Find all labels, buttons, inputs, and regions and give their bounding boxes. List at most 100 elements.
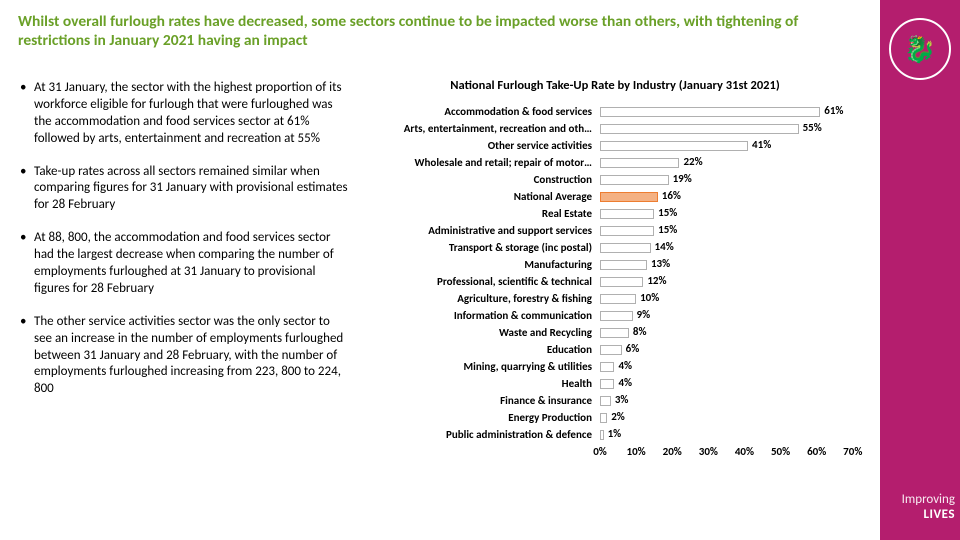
bar [600,277,643,287]
value-label: 41% [752,138,771,151]
bar-wrap: 1% [600,429,870,441]
value-label: 61% [824,104,843,117]
value-label: 4% [618,376,632,389]
value-label: 12% [647,274,666,287]
brand-text: Improving LIVES [885,493,955,522]
value-label: 15% [658,206,677,219]
chart-rows: Accommodation & food services 61% Arts, en… [360,103,870,443]
logo-circle: 🐉 [889,18,951,80]
bar [600,107,820,117]
category-label: Professional, scientific & technical [360,275,600,288]
category-label: National Average [360,190,600,203]
category-label: Information & communication [360,309,600,322]
brand-line1: Improving [885,493,955,507]
bar [600,175,669,185]
chart-row: Transport & storage (inc postal) 14% [360,239,870,256]
bullet-item: At 88, 800, the accommodation and food s… [20,230,350,298]
bar-wrap: 41% [600,140,870,152]
page-title: Whilst overall furlough rates have decre… [18,12,858,51]
axis-tick: 0% [593,445,607,458]
bar [600,294,636,304]
category-label: Health [360,377,600,390]
category-label: Energy Production [360,411,600,424]
chart-row: Mining, quarrying & utilities4% [360,358,870,375]
chart-row: Manufacturing13% [360,256,870,273]
axis-tick: 10% [627,445,646,458]
bar [600,328,629,338]
bar [600,192,658,202]
axis-tick: 50% [771,445,790,458]
bullet-item: Take-up rates across all sectors remaine… [20,164,350,215]
chart-row: National Average 16% [360,188,870,205]
chart-row: Real Estate 15% [360,205,870,222]
bar [600,345,622,355]
chart-title: National Furlough Take-Up Rate by Indust… [360,78,870,93]
axis-tick: 70% [843,445,862,458]
bullet-list: At 31 January, the sector with the highe… [20,80,350,414]
value-label: 14% [655,240,674,253]
category-label: Mining, quarrying & utilities [360,360,600,373]
category-label: Finance & insurance [360,394,600,407]
category-label: Transport & storage (inc postal) [360,241,600,254]
bar [600,379,614,389]
bar-wrap: 55% [600,123,870,135]
category-label: Other service activities [360,139,600,152]
value-label: 1% [608,427,622,440]
bar-wrap: 6% [600,344,870,356]
chart-row: Accommodation & food services 61% [360,103,870,120]
bar [600,141,748,151]
slide: { "title": "Whilst overall furlough rate… [0,0,960,540]
axis-tick: 40% [735,445,754,458]
bar-wrap: 8% [600,327,870,339]
chart-row: Agriculture, forestry & fishing 10% [360,290,870,307]
chart-row: Other service activities 41% [360,137,870,154]
category-label: Waste and Recycling [360,326,600,339]
bar-wrap: 13% [600,259,870,271]
bar-wrap: 2% [600,412,870,424]
category-label: Accommodation & food services [360,105,600,118]
bar-wrap: 14% [600,242,870,254]
chart-row: Wholesale and retail; repair of motor… 22… [360,154,870,171]
chart-row: Information & communication9% [360,307,870,324]
bullet-item: At 31 January, the sector with the highe… [20,80,350,148]
bar-wrap: 19% [600,174,870,186]
chart-row: Health 4% [360,375,870,392]
brand-line2: LIVES [885,508,955,522]
bar [600,260,647,270]
chart-row: Waste and Recycling 8% [360,324,870,341]
value-label: 16% [662,189,681,202]
bar [600,311,633,321]
chart-row: Administrative and support services 15% [360,222,870,239]
chart-row: Energy Production2% [360,409,870,426]
value-label: 22% [683,155,702,168]
category-label: Arts, entertainment, recreation and oth… [360,122,600,135]
category-label: Administrative and support services [360,224,600,237]
chart-x-axis: 0%10%20%30%40%50%60%70% [600,445,870,469]
category-label: Wholesale and retail; repair of motor… [360,156,600,169]
chart-row: Finance & insurance 3% [360,392,870,409]
bar [600,413,607,423]
chart-row: Construction19% [360,171,870,188]
value-label: 15% [658,223,677,236]
category-label: Real Estate [360,207,600,220]
bar [600,226,654,236]
value-label: 8% [633,325,647,338]
bar-wrap: 9% [600,310,870,322]
category-label: Construction [360,173,600,186]
bar-wrap: 61% [600,106,870,118]
bar [600,430,604,440]
value-label: 3% [615,393,629,406]
brand-sidebar: 🐉 Improving LIVES [880,0,960,540]
bar-wrap: 3% [600,395,870,407]
axis-tick: 20% [663,445,682,458]
value-label: 13% [651,257,670,270]
category-label: Agriculture, forestry & fishing [360,292,600,305]
chart-row: Professional, scientific & technical 12% [360,273,870,290]
category-label: Education [360,343,600,356]
value-label: 10% [640,291,659,304]
bar-wrap: 22% [600,157,870,169]
dragon-icon: 🐉 [895,24,945,74]
axis-tick: 30% [699,445,718,458]
chart-row: Arts, entertainment, recreation and oth…… [360,120,870,137]
value-label: 55% [803,121,822,134]
